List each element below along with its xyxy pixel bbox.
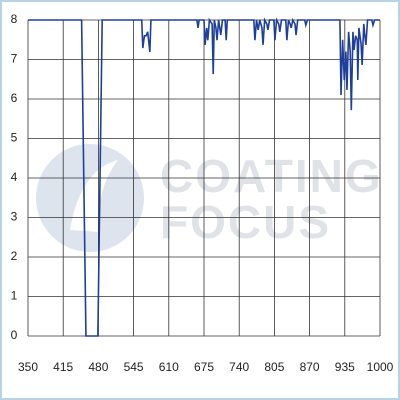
y-tick-label: 7	[11, 52, 18, 66]
watermark-text: FOCUS	[160, 196, 331, 248]
x-tick-label: 350	[18, 360, 38, 374]
y-tick-label: 6	[11, 91, 18, 105]
watermark-text: COATING	[160, 150, 383, 202]
x-tick-label: 480	[88, 360, 108, 374]
y-tick-label: 1	[11, 289, 18, 303]
y-tick-label: 0	[11, 328, 18, 342]
y-tick-label: 3	[11, 210, 18, 224]
x-tick-label: 805	[264, 360, 284, 374]
x-tick-label: 1000	[367, 360, 394, 374]
watermark: COATING FOCUS	[36, 144, 383, 252]
x-tick-label: 415	[53, 360, 73, 374]
y-tick-label: 2	[11, 249, 18, 263]
x-tick-label: 870	[300, 360, 320, 374]
x-tick-label: 610	[159, 360, 179, 374]
x-tick-label: 675	[194, 360, 214, 374]
x-tick-label: 935	[335, 360, 355, 374]
y-tick-label: 4	[11, 170, 18, 184]
data-line	[28, 17, 380, 337]
x-tick-label: 740	[229, 360, 249, 374]
y-tick-label: 8	[11, 12, 18, 26]
y-tick-label: 5	[11, 131, 18, 145]
x-tick-label: 545	[124, 360, 144, 374]
